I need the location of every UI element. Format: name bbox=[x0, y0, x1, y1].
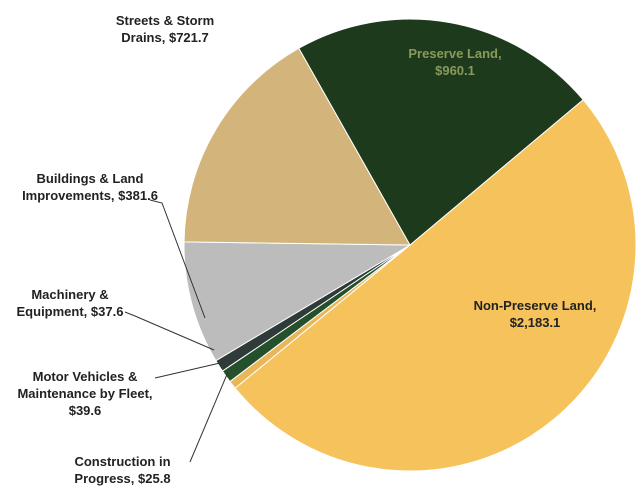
slice-label: Construction in Progress, $25.8 bbox=[55, 453, 190, 487]
slice-category: Streets & Storm Drains, bbox=[115, 13, 215, 45]
leader-line bbox=[189, 371, 229, 463]
slice-value: $960.1 bbox=[435, 63, 475, 78]
slice-value: $37.6 bbox=[90, 304, 124, 319]
slice-category: Machinery & Equipment, bbox=[16, 287, 109, 319]
slice-value: $39.6 bbox=[68, 403, 102, 418]
leader-lines bbox=[124, 199, 229, 463]
slice-label: Streets & Storm Drains, $721.7 bbox=[95, 12, 235, 46]
slice-category: Non-Preserve Land, bbox=[473, 298, 597, 313]
slice-label: Non-Preserve Land, $2,183.1 bbox=[455, 297, 615, 331]
leader-line bbox=[124, 311, 215, 351]
slice-label: Motor Vehicles & Maintenance by Fleet, $… bbox=[15, 368, 155, 419]
leader-line bbox=[149, 199, 206, 319]
slice-label: Buildings & Land Improvements, $381.6 bbox=[20, 170, 160, 204]
slice-category: Construction in Progress, bbox=[74, 454, 171, 486]
slice-category: Preserve Land, bbox=[408, 46, 502, 61]
slice-value: $381.6 bbox=[118, 188, 158, 203]
slice-category: Buildings & Land Improvements, bbox=[22, 171, 144, 203]
slices bbox=[183, 18, 637, 472]
slice-category: Motor Vehicles & Maintenance by Fleet, bbox=[17, 369, 153, 401]
slice-value: $2,183.1 bbox=[509, 315, 561, 330]
slice-value: $721.7 bbox=[168, 30, 209, 45]
pie-slice bbox=[234, 99, 637, 472]
pie-slice bbox=[183, 241, 412, 362]
slice-label: Preserve Land, $960.1 bbox=[390, 45, 520, 79]
pie-slice bbox=[183, 47, 411, 246]
slice-value: $25.8 bbox=[138, 471, 171, 486]
leader-line bbox=[154, 362, 221, 379]
pie-slice bbox=[298, 18, 584, 246]
slice-label: Machinery & Equipment, $37.6 bbox=[10, 286, 130, 320]
